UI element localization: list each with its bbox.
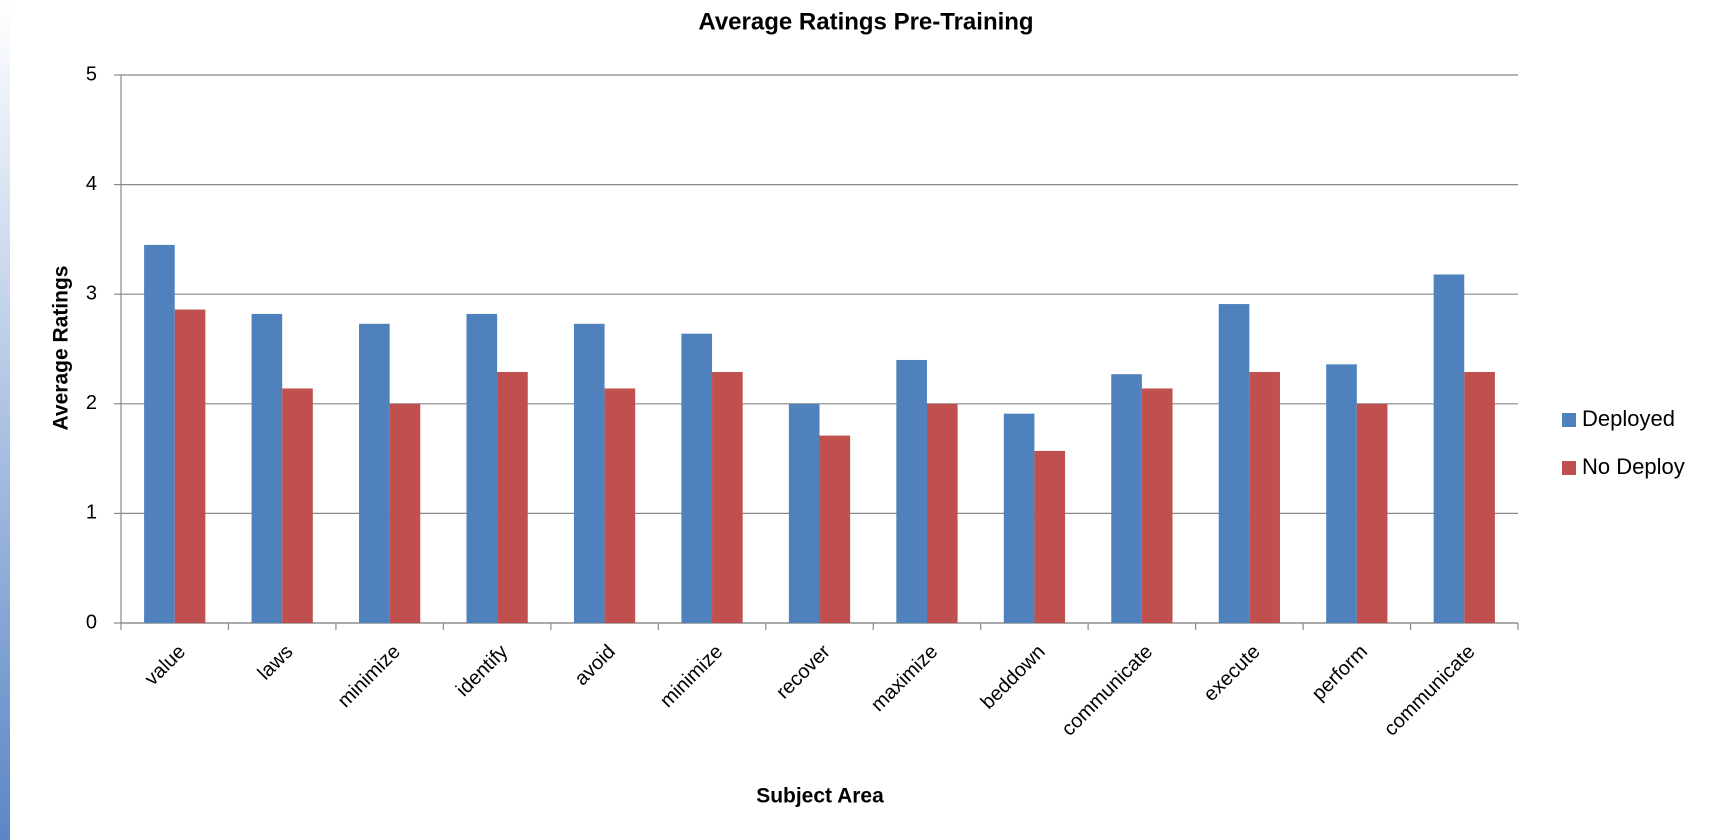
bar — [1111, 374, 1142, 623]
y-tick-label: 2 — [86, 392, 97, 414]
y-tick-label: 3 — [86, 282, 97, 304]
legend-label: No Deploy — [1582, 454, 1685, 479]
x-tick-label: identify — [452, 641, 512, 701]
legend-label: Deployed — [1582, 406, 1675, 431]
y-tick-label: 1 — [86, 502, 97, 524]
y-tick-label: 0 — [86, 611, 97, 633]
bar — [926, 403, 958, 623]
x-axis-label: Subject Area — [756, 785, 884, 808]
y-axis-label: Average Ratings — [50, 266, 73, 431]
bar — [1326, 364, 1357, 623]
bar — [1141, 388, 1173, 623]
x-tick-label: recover — [772, 640, 835, 703]
bar — [1218, 304, 1250, 623]
bar — [896, 359, 927, 623]
bar — [712, 372, 743, 623]
bar — [389, 403, 421, 623]
bar — [1464, 372, 1495, 623]
bar — [466, 313, 498, 623]
bar — [1356, 403, 1388, 623]
legend-swatch — [1562, 413, 1576, 427]
x-tick-label: beddown — [977, 641, 1050, 714]
chart-title: Average Ratings Pre-Training — [698, 8, 1033, 35]
x-tick-label: value — [141, 641, 190, 690]
x-tick-label: communicate — [1057, 641, 1157, 741]
x-tick-label: minimize — [656, 641, 727, 712]
x-tick-label: laws — [254, 641, 298, 685]
bar — [1034, 450, 1066, 623]
bar — [1249, 372, 1280, 623]
legend-swatch — [1562, 461, 1576, 475]
bar — [819, 435, 851, 623]
bar — [788, 403, 820, 623]
slide-edge — [0, 0, 10, 840]
x-tick-label: avoid — [570, 641, 619, 690]
x-tick-label: minimize — [334, 641, 405, 712]
x-tick-label: maximize — [867, 641, 942, 716]
x-tick-label: communicate — [1380, 641, 1480, 741]
y-tick-label: 4 — [86, 173, 97, 195]
bar — [573, 323, 605, 623]
bar — [282, 388, 313, 623]
bar — [1003, 413, 1035, 623]
y-tick-label: 5 — [86, 63, 97, 85]
x-tick-label: execute — [1200, 641, 1265, 706]
bar — [359, 323, 390, 623]
bar — [604, 388, 636, 623]
bar — [1433, 274, 1465, 623]
bar — [681, 333, 713, 623]
bar — [497, 372, 528, 623]
x-tick-label: perform — [1308, 641, 1372, 705]
bar — [174, 309, 206, 623]
bar — [251, 313, 283, 623]
bar — [144, 244, 175, 623]
